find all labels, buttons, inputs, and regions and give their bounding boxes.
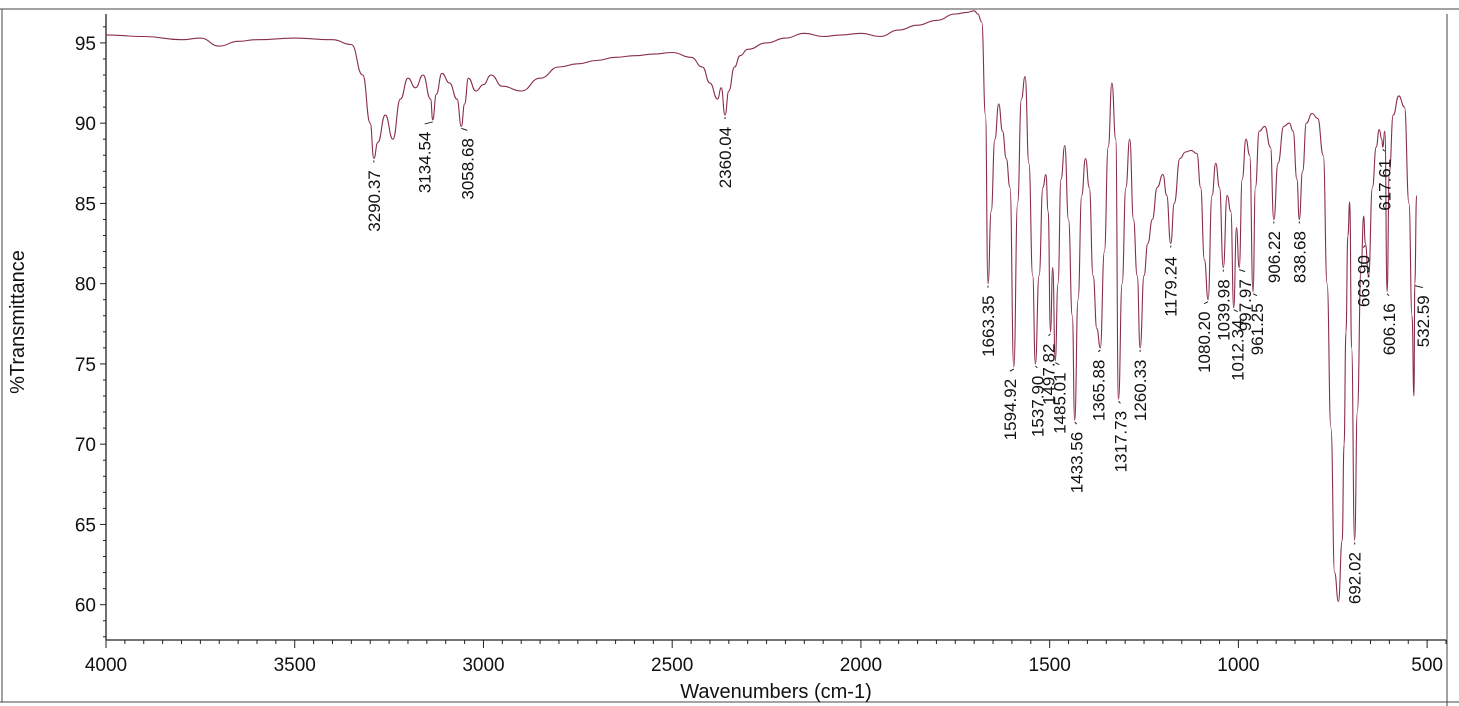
x-tick-label: 1500 <box>1029 655 1071 676</box>
peak-label: 1485.01 <box>1050 372 1069 433</box>
y-axis-title: %Transmittance <box>7 250 29 394</box>
peak-leader <box>461 127 468 131</box>
peak-leader <box>1009 368 1015 372</box>
peak-leader <box>1382 148 1386 152</box>
peak-label: 532.59 <box>1414 295 1433 347</box>
x-tick-label: 3500 <box>274 655 316 676</box>
peak-label: 3058.68 <box>458 138 477 199</box>
y-tick-label: 70 <box>75 435 96 456</box>
peak-labels: 3290.37 3134.54 3058.68 2360.04 1663.35 1594.… <box>365 127 1433 604</box>
peak-label: 1039.98 <box>1214 279 1233 340</box>
peak-label: 1012.34 <box>1229 319 1248 380</box>
peak-leader <box>1239 269 1246 273</box>
peak-leader <box>1386 293 1390 297</box>
y-tick-label: 85 <box>75 194 96 215</box>
x-axis-title: Wavenumbers (cm-1) <box>680 681 872 703</box>
spectrum-line <box>105 10 1418 603</box>
peak-label: 906.22 <box>1265 231 1284 283</box>
x-tick-label: 4000 <box>85 655 127 676</box>
peak-label: 1365.88 <box>1089 360 1108 421</box>
peak-label: 838.68 <box>1290 231 1309 283</box>
peak-label: 692.02 <box>1346 552 1365 604</box>
peak-label: 606.16 <box>1380 303 1399 355</box>
peak-label: 1663.35 <box>979 295 998 356</box>
x-tick-label: 2000 <box>840 655 882 676</box>
peak-leader <box>1035 365 1038 369</box>
y-tick-label: 75 <box>75 355 96 376</box>
y-axis: 60 65 70 75 80 85 90 95 <box>75 14 107 640</box>
peak-leader <box>1414 285 1423 289</box>
peak-label: 1179.24 <box>1162 256 1181 316</box>
peak-leader <box>424 121 433 125</box>
peak-leader <box>1252 293 1258 297</box>
x-tick-label: 3000 <box>462 655 504 676</box>
x-tick-label: 2500 <box>651 655 693 676</box>
y-tick-label: 95 <box>75 34 96 55</box>
peak-label: 1537.90 <box>1028 376 1047 437</box>
peak-label: 1433.56 <box>1068 432 1087 493</box>
scan-frame-lines <box>0 8 1459 706</box>
y-tick-label: 65 <box>75 515 96 536</box>
y-tick-label: 90 <box>75 114 96 135</box>
peak-label: 1317.73 <box>1112 411 1131 472</box>
peak-leader <box>1055 362 1060 366</box>
peak-label: 1080.20 <box>1195 311 1214 372</box>
peak-label: 1260.33 <box>1131 360 1150 421</box>
peak-label: 1497.82 <box>1040 344 1059 405</box>
y-tick-label: 80 <box>75 275 96 296</box>
peak-label: 1594.92 <box>1001 379 1020 440</box>
peak-leader <box>1097 349 1101 353</box>
peak-label: 997.97 <box>1236 279 1255 331</box>
peak-label: 961.25 <box>1248 303 1267 355</box>
x-tick-label: 1000 <box>1217 655 1259 676</box>
y-tick-label: 60 <box>75 596 96 617</box>
peak-leader <box>1362 245 1366 248</box>
peak-label: 617.61 <box>1376 159 1395 211</box>
peak-label: 2360.04 <box>716 127 735 188</box>
peak-label: 663.90 <box>1354 255 1373 307</box>
peak-leader <box>1118 400 1121 404</box>
peak-label: 3290.37 <box>365 170 384 231</box>
peak-leader <box>1048 333 1051 337</box>
x-tick-label: 500 <box>1411 655 1443 676</box>
peak-leader <box>1074 421 1078 425</box>
x-axis: 4000 3500 3000 2500 2000 1500 1000 500 <box>85 639 1447 676</box>
peak-leader <box>1203 301 1209 305</box>
peak-leaders <box>373 117 1423 545</box>
peak-leader <box>1233 309 1238 313</box>
peak-label: 3134.54 <box>416 132 435 193</box>
